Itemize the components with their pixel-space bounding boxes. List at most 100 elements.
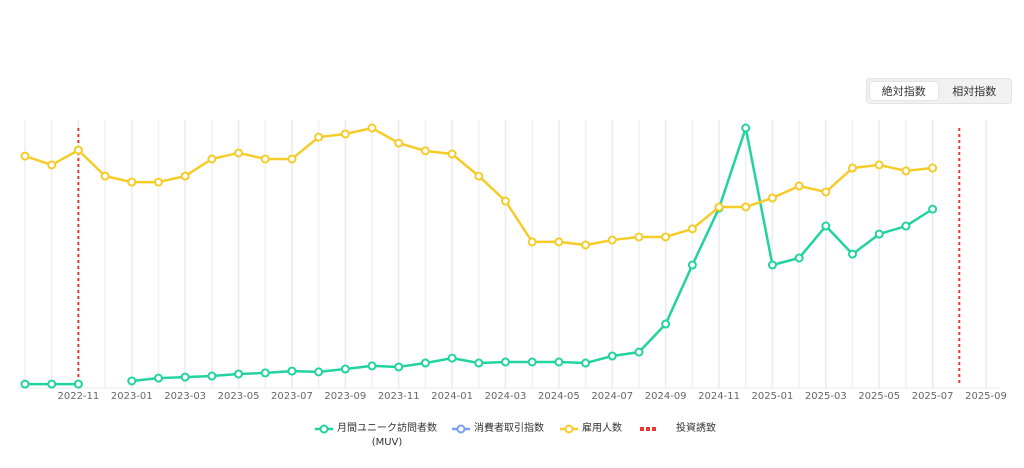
x-tick-label: 2024-03 <box>485 391 527 402</box>
data-point <box>153 373 163 383</box>
data-point <box>794 253 804 263</box>
data-point <box>767 260 777 270</box>
x-tick-label: 2024-11 <box>698 391 740 402</box>
x-tick-label: 2023-11 <box>378 391 420 402</box>
x-tick-label: 2023-07 <box>271 391 313 402</box>
data-point <box>287 366 297 376</box>
data-point <box>714 202 724 212</box>
legend-label: 消費者取引指数 <box>474 423 544 434</box>
data-point <box>20 151 30 161</box>
data-point <box>767 193 777 203</box>
data-point <box>928 204 938 214</box>
data-point <box>234 369 244 379</box>
data-point <box>687 224 697 234</box>
x-tick-label: 2023-03 <box>164 391 206 402</box>
x-tick-label: 2025-01 <box>752 391 794 402</box>
data-point <box>394 362 404 372</box>
x-tick-label: 2024-01 <box>431 391 473 402</box>
data-point <box>874 229 884 239</box>
data-point <box>260 368 270 378</box>
data-point <box>73 379 83 389</box>
data-point <box>554 237 564 247</box>
data-point <box>340 129 350 139</box>
data-point <box>501 357 510 367</box>
data-point <box>848 163 858 173</box>
data-point <box>73 145 83 155</box>
legend-label: 投資誘致 <box>676 423 716 434</box>
data-point <box>607 351 617 361</box>
data-point <box>474 358 484 368</box>
data-point <box>634 347 644 357</box>
data-point <box>474 171 484 181</box>
data-point <box>367 123 377 133</box>
data-point <box>207 154 217 164</box>
x-tick-label: 2023-09 <box>324 391 366 402</box>
data-point <box>661 319 671 329</box>
index-toggle: 絶対指数 相対指数 <box>866 78 1012 104</box>
data-point <box>420 358 430 368</box>
data-point <box>180 372 190 382</box>
legend-swatch <box>652 427 656 431</box>
legend-swatch <box>319 424 329 434</box>
x-tick-label: 2024-07 <box>591 391 633 402</box>
x-tick-label: 2022-11 <box>57 391 99 402</box>
x-tick-label: 2025-03 <box>805 391 847 402</box>
data-point <box>127 376 137 386</box>
data-point <box>821 187 831 197</box>
data-point <box>260 154 270 164</box>
data-point <box>127 177 137 187</box>
data-point <box>153 177 163 187</box>
legend-label: 雇用人数 <box>582 423 622 434</box>
toggle-option[interactable]: 相対指数 <box>952 85 997 98</box>
data-point <box>687 260 697 270</box>
data-point <box>20 379 30 389</box>
data-point <box>848 249 858 259</box>
data-point <box>314 132 324 142</box>
data-point <box>100 171 110 181</box>
x-tick-label: 2024-09 <box>645 391 687 402</box>
data-point <box>207 371 217 381</box>
x-tick-label: 2024-05 <box>538 391 580 402</box>
data-point <box>287 154 297 164</box>
data-point <box>394 138 404 148</box>
data-point <box>47 379 57 389</box>
data-point <box>527 357 537 367</box>
data-point <box>741 202 751 212</box>
data-point <box>741 123 751 133</box>
legend-swatch <box>456 424 466 434</box>
data-point <box>501 196 510 206</box>
data-point <box>581 240 591 250</box>
data-point <box>928 163 938 173</box>
data-point <box>340 364 350 374</box>
data-point <box>874 160 884 170</box>
data-point <box>234 148 244 158</box>
legend-swatch <box>640 427 644 431</box>
legend-label: 月間ユニーク訪問者数 (MUV) <box>337 423 437 448</box>
data-point <box>794 181 804 191</box>
data-point <box>661 232 671 242</box>
data-point <box>447 149 457 159</box>
x-tick-label: 2025-09 <box>965 391 1007 402</box>
data-point <box>634 232 644 242</box>
data-point <box>581 358 591 368</box>
data-point <box>447 353 457 363</box>
data-point <box>821 221 831 231</box>
data-point <box>554 357 564 367</box>
data-point <box>47 160 57 170</box>
data-point <box>367 361 377 371</box>
toggle-option[interactable]: 絶対指数 <box>870 82 938 100</box>
x-tick-label: 2025-07 <box>912 391 954 402</box>
data-point <box>180 171 190 181</box>
x-tick-label: 2025-05 <box>858 391 900 402</box>
x-tick-label: 2023-01 <box>111 391 153 402</box>
x-tick-label: 2023-05 <box>218 391 260 402</box>
legend-swatch <box>646 427 650 431</box>
legend-swatch <box>564 424 574 434</box>
data-point <box>314 367 324 377</box>
data-point <box>901 221 911 231</box>
data-point <box>607 235 617 245</box>
data-point <box>901 166 911 176</box>
data-point <box>420 146 430 156</box>
